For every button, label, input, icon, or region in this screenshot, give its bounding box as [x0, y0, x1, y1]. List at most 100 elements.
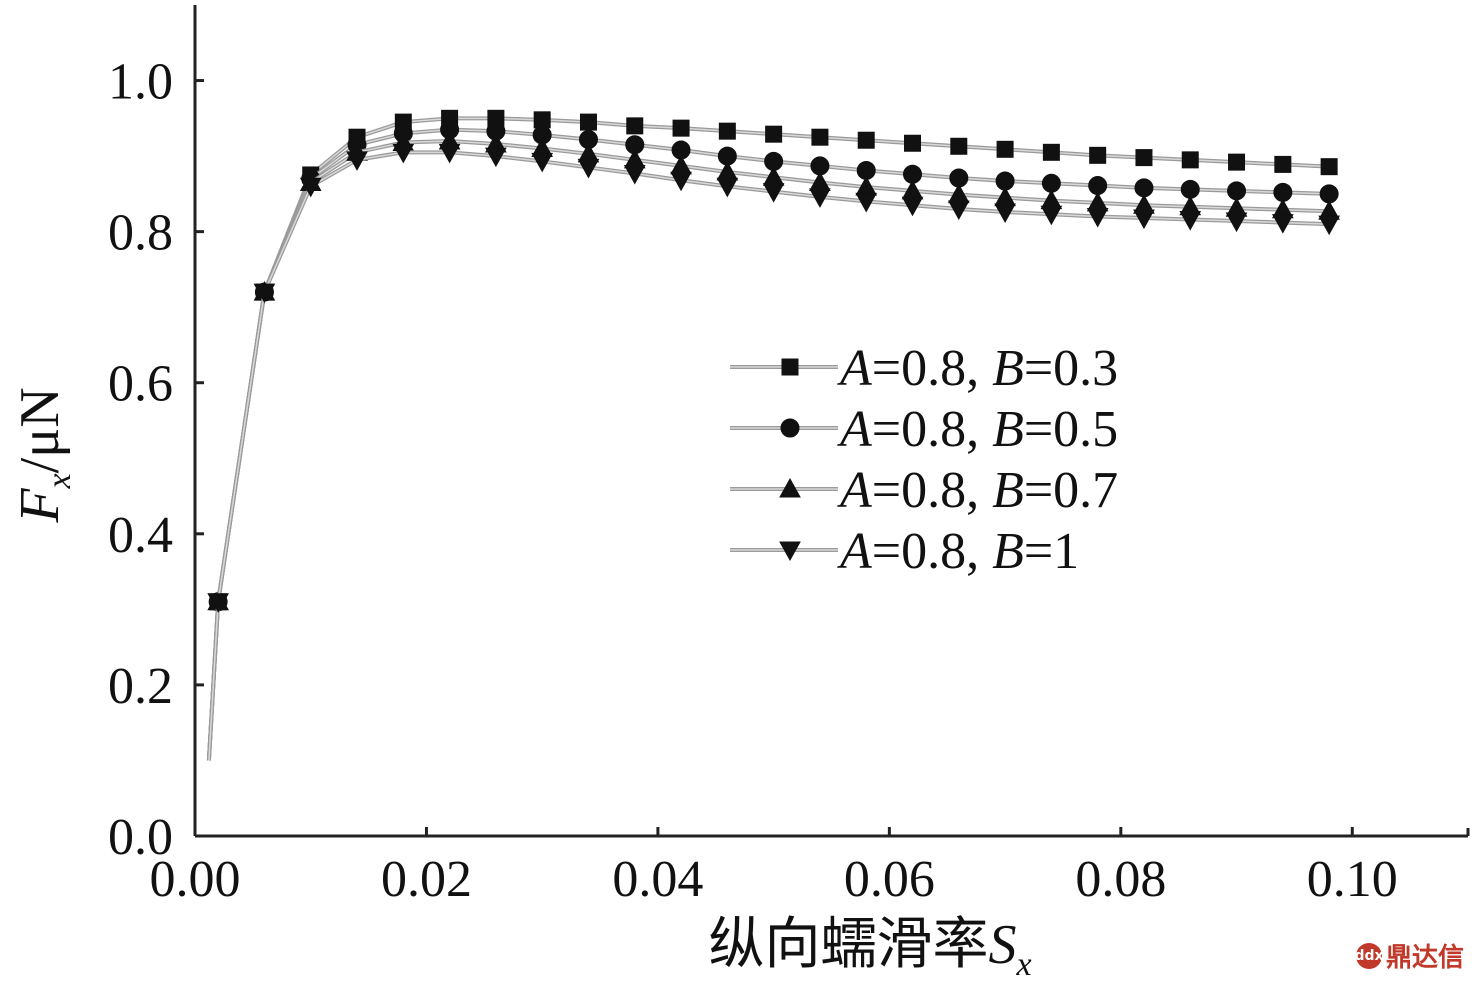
series-line-highlight	[208, 117, 1330, 761]
data-point	[1042, 143, 1060, 161]
x-tick-label: 0.04	[612, 851, 703, 908]
data-point	[1181, 151, 1199, 169]
series-line	[206, 116, 1330, 761]
axis-labels: 纵向蠕滑率Sx Fx/μN	[9, 387, 1032, 982]
data-point	[947, 200, 970, 221]
data-point	[1319, 184, 1339, 204]
series-line-highlight	[208, 128, 1330, 761]
y-tick-label: 0.8	[108, 205, 173, 262]
legend-marker	[780, 418, 800, 438]
watermark-text: 鼎达信	[1385, 943, 1464, 973]
data-point	[1089, 146, 1107, 164]
x-axis-title: 纵向蠕滑率Sx	[708, 914, 1031, 982]
data-point	[1134, 178, 1154, 198]
legend-label-part: A	[837, 401, 872, 458]
legend-marker	[779, 477, 801, 498]
data-point	[531, 152, 554, 173]
data-point	[1318, 215, 1340, 236]
data-point	[1273, 182, 1293, 202]
data-point	[1179, 211, 1202, 231]
data-point	[904, 134, 922, 152]
series-b-1	[206, 143, 1340, 761]
data-point	[811, 128, 829, 146]
data-point	[1180, 179, 1200, 199]
x-tick-label: 0.02	[381, 851, 472, 908]
series-line	[206, 150, 1330, 761]
legend-marker	[779, 541, 801, 562]
data-point	[1088, 176, 1108, 196]
data-point	[950, 137, 968, 155]
data-point	[716, 177, 739, 198]
data-point	[392, 143, 415, 164]
data-point	[1040, 205, 1063, 226]
y-tick-label: 0.4	[108, 507, 173, 564]
legend-label-part: =0.5	[1024, 401, 1118, 458]
legend-label: A=0.8, B=0.5	[837, 401, 1118, 458]
y-tick-label: 0.2	[108, 658, 173, 715]
data-point	[1135, 149, 1153, 167]
data-point	[346, 151, 368, 171]
legend-label-part: A	[837, 462, 872, 519]
legend-entry: A=0.8, B=0.5	[730, 401, 1118, 458]
legend-label-part: A	[837, 523, 872, 580]
data-point	[485, 147, 507, 168]
legend-label-part: =0.7	[1024, 462, 1118, 519]
x-tick-label: 0.00	[150, 851, 241, 908]
data-point	[1320, 158, 1338, 176]
data-point	[577, 158, 600, 179]
legend-label: A=0.8, B=0.3	[837, 340, 1118, 397]
legend-label-part: =0.8,	[872, 523, 992, 580]
legend-label: A=0.8, B=1	[837, 523, 1079, 580]
legend-entry: A=0.8, B=0.3	[730, 340, 1118, 397]
data-point	[762, 183, 785, 203]
data-point	[994, 203, 1016, 224]
series-b-0-7	[206, 129, 1340, 761]
axes: 0.00 0.02 0.04 0.06 0.08 0.10 0.0 0.2 0.4 0.6 0.8 1…	[108, 5, 1470, 908]
y-tick-label: 0.6	[108, 356, 173, 413]
legend-entry: A=0.8, B=1	[730, 523, 1079, 580]
legend-label-part: =0.8,	[872, 340, 992, 397]
data-point	[299, 177, 322, 198]
series-line	[206, 138, 1330, 761]
data-point	[1228, 153, 1246, 171]
series-line-highlight	[208, 140, 1330, 761]
data-point	[672, 119, 690, 137]
x-tick-label: 0.08	[1075, 851, 1166, 908]
legend-label-part: =0.8,	[872, 462, 992, 519]
legend-label: A=0.8, B=0.7	[837, 462, 1118, 519]
legend: A=0.8, B=0.3A=0.8, B=0.5A=0.8, B=0.7A=0.…	[730, 340, 1118, 580]
legend-label-part: =0.8,	[872, 401, 992, 458]
series-layer	[206, 109, 1340, 761]
data-point	[533, 111, 551, 129]
data-point	[253, 283, 276, 304]
watermark: ddx 鼎达信	[1354, 937, 1464, 974]
legend-label-part: =1	[1024, 523, 1079, 580]
data-point	[1133, 209, 1155, 230]
legend-label-part: A	[837, 340, 872, 397]
data-point	[718, 122, 736, 140]
data-point	[670, 171, 692, 192]
data-point	[1274, 155, 1292, 173]
data-point	[809, 188, 831, 208]
data-point	[626, 117, 644, 135]
data-point	[765, 125, 783, 143]
legend-label-part: B	[992, 523, 1024, 580]
data-point	[1271, 214, 1294, 234]
legend-entry: A=0.8, B=0.7	[730, 462, 1118, 519]
series-line-highlight	[208, 151, 1330, 761]
legend-label-part: B	[992, 401, 1024, 458]
series-b-0-5	[206, 120, 1339, 761]
series-line	[206, 127, 1330, 761]
data-point	[207, 593, 229, 613]
data-point	[1086, 208, 1109, 228]
x-tick-label: 0.10	[1307, 851, 1398, 908]
data-point	[579, 113, 597, 131]
y-tick-label: 0.0	[108, 809, 173, 866]
legend-label-part: =0.3	[1024, 340, 1118, 397]
legend-label-part: B	[992, 462, 1024, 519]
data-point	[901, 196, 924, 217]
legend-marker	[781, 358, 799, 376]
data-point	[996, 140, 1014, 158]
data-point	[623, 164, 646, 185]
